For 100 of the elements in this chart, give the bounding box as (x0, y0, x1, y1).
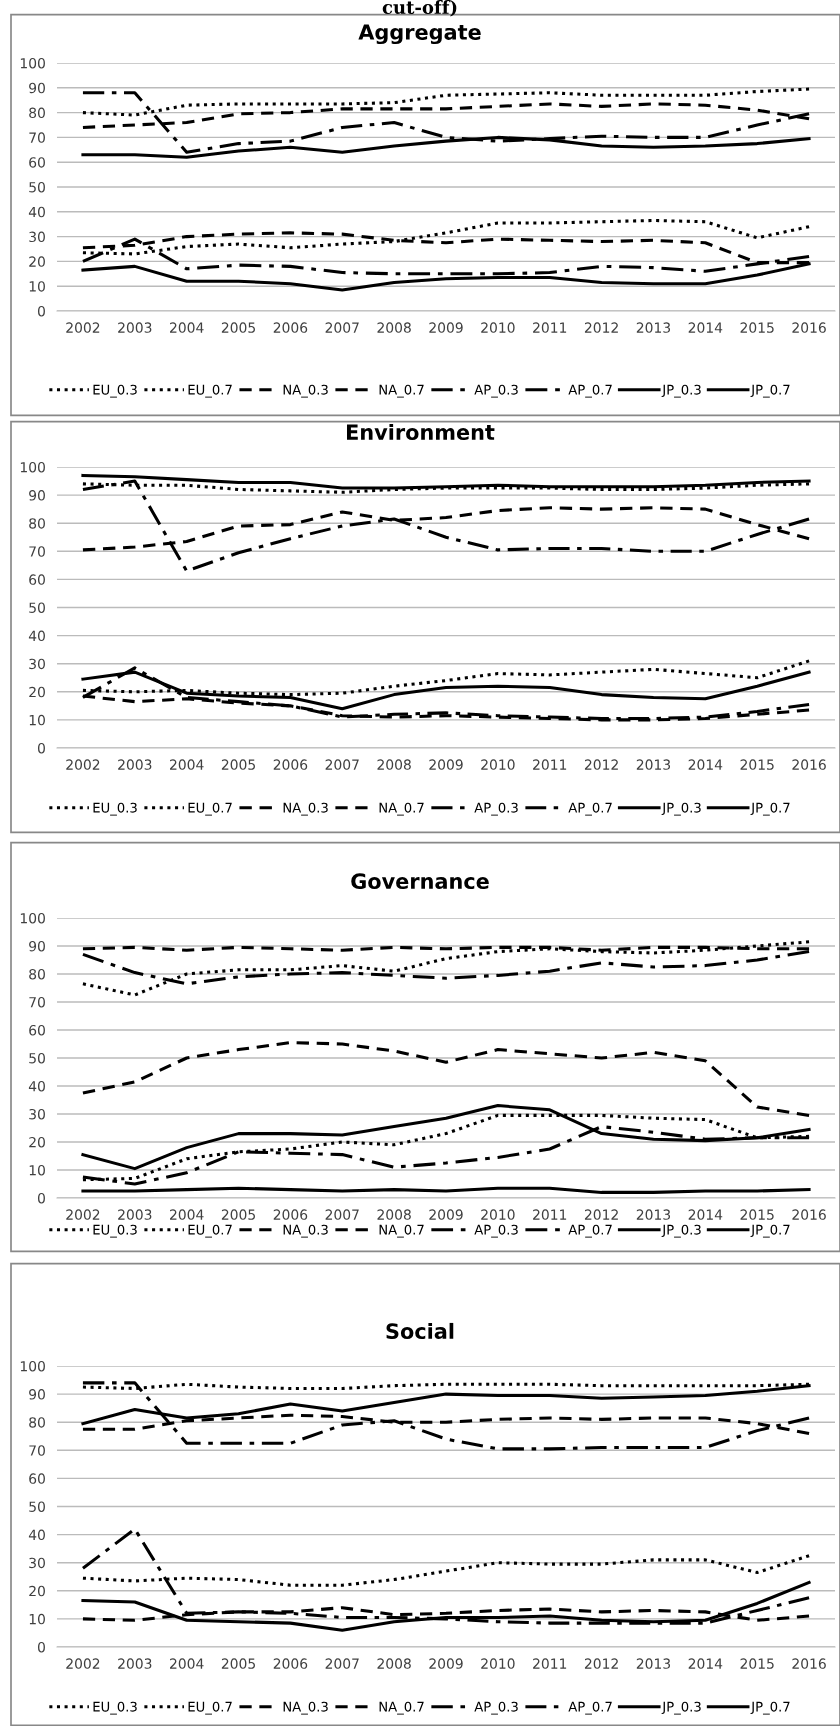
legend-label: JP_0.3 (661, 384, 701, 398)
y-tick-label: 50 (29, 602, 45, 613)
x-tick-label: 2003 (118, 1209, 152, 1220)
x-tick-label: 2016 (792, 1209, 826, 1220)
x-tick-label: 2002 (66, 1209, 100, 1220)
x-tick-label: 2016 (792, 1658, 826, 1669)
y-tick-label: 0 (37, 1192, 45, 1204)
x-tick-label: 2015 (740, 759, 774, 770)
legend-label: EU_0.7 (188, 802, 232, 816)
y-tick-label: 80 (29, 968, 45, 980)
x-tick-label: 2006 (273, 322, 308, 333)
legend-label: EU_0.7 (188, 1224, 232, 1238)
x-tick-label: 2008 (377, 759, 411, 770)
chart-title: Aggregate (358, 24, 481, 45)
x-tick-label: 2015 (740, 1209, 774, 1220)
y-tick-label: 10 (29, 1613, 45, 1625)
chart-title: Social (386, 1322, 454, 1340)
x-tick-label: 2007 (325, 322, 359, 333)
y-tick-label: 60 (29, 1024, 45, 1036)
legend-label: NA_0.7 (379, 1224, 424, 1238)
x-tick-label: 2002 (66, 322, 100, 333)
y-tick-label: 100 (20, 57, 45, 69)
text: cut-off) (382, 0, 457, 17)
y-tick-label: 50 (29, 181, 45, 193)
legend-label: NA_0.7 (379, 1701, 424, 1715)
y-tick-label: 30 (29, 1557, 45, 1569)
legend-label: JP_0.3 (661, 1701, 701, 1715)
x-tick-label: 2004 (170, 1658, 204, 1669)
y-tick-label: 0 (37, 305, 45, 317)
y-tick-label: 70 (29, 546, 45, 557)
x-tick-label: 2014 (688, 1209, 723, 1220)
x-tick-label: 2007 (325, 759, 359, 770)
legend-label: AP_0.7 (568, 1701, 612, 1715)
x-tick-label: 2002 (66, 759, 100, 770)
legend-label: JP_0.3 (661, 1224, 701, 1238)
x-tick-label: 2003 (118, 759, 152, 770)
x-tick-label: 2007 (325, 1209, 359, 1220)
x-tick-label: 2013 (636, 1209, 671, 1220)
y-tick-label: 40 (28, 1529, 45, 1541)
x-tick-label: 2010 (481, 1209, 515, 1220)
x-tick-label: 2016 (792, 322, 826, 333)
legend-label: AP_0.3 (474, 384, 518, 398)
x-tick-label: 2014 (688, 1658, 723, 1669)
y-tick-label: 80 (29, 1417, 45, 1428)
legend-label: EU_0.3 (93, 1701, 137, 1715)
y-tick-label: 70 (29, 1445, 45, 1456)
x-tick-label: 2009 (429, 322, 463, 333)
x-tick-label: 2009 (429, 1209, 463, 1220)
legend-label: AP_0.7 (568, 802, 612, 816)
x-tick-label: 2013 (636, 1658, 671, 1669)
chart-title: Governance (351, 873, 489, 890)
legend-label: NA_0.3 (283, 1701, 328, 1715)
y-tick-label: 20 (29, 256, 45, 267)
chart-title: Environment (347, 423, 495, 441)
y-tick-label: 100 (20, 1360, 45, 1372)
y-tick-label: 0 (37, 742, 45, 754)
x-tick-label: 2014 (688, 759, 723, 770)
y-tick-label: 60 (29, 574, 45, 585)
x-tick-label: 2015 (740, 1658, 774, 1669)
x-tick-label: 2011 (533, 1209, 567, 1220)
legend-label: JP_0.7 (750, 802, 790, 816)
x-tick-label: 2012 (584, 1209, 618, 1220)
legend-label: EU_0.3 (93, 802, 137, 816)
legend-label: AP_0.3 (474, 1701, 518, 1715)
x-tick-label: 2005 (221, 1209, 255, 1220)
x-tick-label: 2004 (170, 322, 204, 333)
legend-label: NA_0.3 (283, 1224, 328, 1238)
y-tick-label: 20 (29, 1136, 45, 1148)
y-tick-label: 10 (29, 1164, 45, 1176)
x-tick-label: 2012 (584, 322, 618, 333)
y-tick-label: 0 (37, 1641, 45, 1653)
legend-label: EU_0.7 (188, 1701, 232, 1715)
x-tick-label: 2008 (377, 1209, 411, 1220)
x-tick-label: 2008 (377, 1658, 411, 1669)
legend-label: EU_0.7 (188, 384, 232, 398)
y-tick-label: 30 (29, 1108, 45, 1120)
x-tick-label: 2002 (66, 1658, 100, 1669)
y-tick-label: 90 (29, 490, 45, 501)
legend-label: AP_0.7 (568, 1224, 612, 1238)
y-tick-label: 40 (28, 206, 45, 218)
x-tick-label: 2004 (170, 759, 204, 770)
x-tick-label: 2012 (584, 1658, 618, 1669)
y-tick-label: 60 (29, 1473, 45, 1484)
legend-label: NA_0.3 (283, 802, 328, 816)
legend-label: AP_0.3 (474, 802, 518, 816)
y-tick-label: 90 (29, 1389, 45, 1400)
legend-label: AP_0.3 (474, 1224, 518, 1238)
y-tick-label: 50 (29, 1501, 45, 1512)
x-tick-label: 2013 (636, 322, 671, 333)
legend-label: NA_0.7 (379, 802, 424, 816)
legend-label: AP_0.7 (568, 384, 612, 398)
y-tick-label: 40 (28, 1080, 45, 1092)
x-tick-label: 2008 (377, 322, 411, 333)
legend-label: EU_0.3 (93, 1224, 137, 1238)
y-tick-label: 10 (29, 714, 45, 726)
legend-label: NA_0.3 (283, 384, 328, 398)
y-tick-label: 90 (29, 82, 45, 94)
y-tick-label: 100 (20, 912, 45, 924)
legend-label: JP_0.7 (750, 1224, 790, 1238)
x-tick-label: 2011 (533, 1658, 567, 1669)
